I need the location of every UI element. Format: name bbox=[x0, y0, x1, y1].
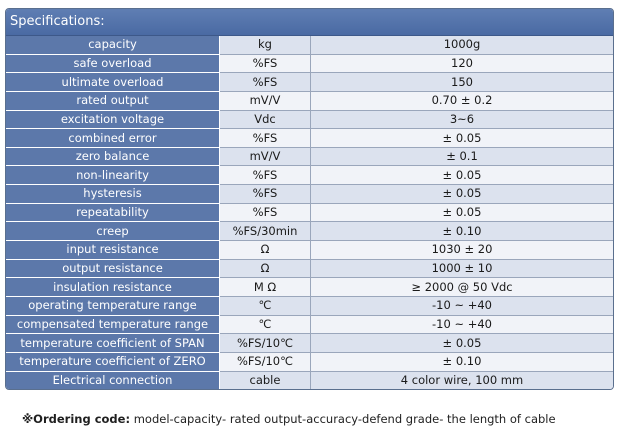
table-row: capacity kg 1000g bbox=[6, 36, 613, 55]
param-cell: input resistance bbox=[6, 240, 220, 260]
table-row: insulation resistance M Ω ≥ 2000 @ 50 Vdc bbox=[6, 277, 613, 297]
unit-cell: mV/V bbox=[219, 91, 311, 111]
table-row: rated output mV/V 0.70 ± 0.2 bbox=[6, 91, 613, 111]
value-cell: ± 0.1 bbox=[310, 147, 613, 167]
value-cell: 4 color wire, 100 mm bbox=[310, 371, 613, 390]
table-row: zero balance mV/V ± 0.1 bbox=[6, 147, 613, 167]
table-row: excitation voltage Vdc 3~6 bbox=[6, 110, 613, 130]
specifications-table: capacity kg 1000g safe overload %FS 120 ultima… bbox=[6, 36, 613, 390]
value-cell: ± 0.05 bbox=[310, 128, 613, 148]
unit-cell: %FS/30min bbox=[219, 221, 311, 242]
table-row: compensated temperature range ℃ -10 ~ +40 bbox=[6, 315, 613, 335]
param-cell: insulation resistance bbox=[6, 277, 220, 297]
value-cell: ± 0.05 bbox=[310, 203, 613, 223]
param-cell: capacity bbox=[6, 36, 220, 55]
unit-cell: ℃ bbox=[219, 315, 311, 335]
table-row: combined error %FS ± 0.05 bbox=[6, 128, 613, 148]
unit-cell: Vdc bbox=[219, 110, 311, 130]
ordering-code-note: ※Ordering code: model-capacity- rated ou… bbox=[22, 412, 556, 426]
specifications-panel: Specifications: capacity kg 1000g safe over… bbox=[5, 8, 614, 391]
param-cell: output resistance bbox=[6, 259, 220, 279]
value-cell: 150 bbox=[310, 72, 613, 92]
unit-cell: %FS bbox=[219, 128, 311, 148]
param-cell: temperature coefficient of ZERO bbox=[6, 352, 220, 372]
unit-cell: %FS/10℃ bbox=[219, 352, 311, 372]
table-row: repeatability %FS ± 0.05 bbox=[6, 203, 613, 223]
table-row: temperature coefficient of ZERO %FS/10℃ ± … bbox=[6, 352, 613, 372]
unit-cell: kg bbox=[219, 36, 311, 55]
param-cell: operating temperature range bbox=[6, 296, 220, 316]
value-cell: ± 0.05 bbox=[310, 333, 613, 353]
value-cell: -10 ~ +40 bbox=[310, 315, 613, 335]
value-cell: 1000g bbox=[310, 36, 613, 55]
value-cell: ± 0.05 bbox=[310, 184, 613, 204]
value-cell: ≥ 2000 @ 50 Vdc bbox=[310, 277, 613, 297]
unit-cell: %FS bbox=[219, 203, 311, 223]
unit-cell: cable bbox=[219, 371, 311, 390]
value-cell: ± 0.10 bbox=[310, 352, 613, 372]
table-row: input resistance Ω 1030 ± 20 bbox=[6, 240, 613, 260]
param-cell: Electrical connection bbox=[6, 371, 220, 390]
value-cell: ± 0.05 bbox=[310, 165, 613, 186]
param-cell: ultimate overload bbox=[6, 72, 220, 92]
param-cell: zero balance bbox=[6, 147, 220, 167]
param-cell: creep bbox=[6, 221, 220, 242]
value-cell: 0.70 ± 0.2 bbox=[310, 91, 613, 111]
specifications-header: Specifications: bbox=[6, 9, 613, 36]
param-cell: excitation voltage bbox=[6, 110, 220, 130]
param-cell: safe overload bbox=[6, 54, 220, 74]
value-cell: 3~6 bbox=[310, 110, 613, 130]
value-cell: ± 0.10 bbox=[310, 221, 613, 242]
unit-cell: %FS bbox=[219, 184, 311, 204]
param-cell: hysteresis bbox=[6, 184, 220, 204]
table-row: ultimate overload %FS 150 bbox=[6, 72, 613, 92]
unit-cell: mV/V bbox=[219, 147, 311, 167]
table-row: temperature coefficient of SPAN %FS/10℃ ± … bbox=[6, 333, 613, 353]
param-cell: compensated temperature range bbox=[6, 315, 220, 335]
param-cell: repeatability bbox=[6, 203, 220, 223]
value-cell: 1030 ± 20 bbox=[310, 240, 613, 260]
table-row: output resistance Ω 1000 ± 10 bbox=[6, 259, 613, 279]
value-cell: 1000 ± 10 bbox=[310, 259, 613, 279]
unit-cell: %FS bbox=[219, 54, 311, 74]
table-row: operating temperature range ℃ -10 ~ +40 bbox=[6, 296, 613, 316]
unit-cell: ℃ bbox=[219, 296, 311, 316]
unit-cell: Ω bbox=[219, 259, 311, 279]
param-cell: temperature coefficient of SPAN bbox=[6, 333, 220, 353]
unit-cell: %FS/10℃ bbox=[219, 333, 311, 353]
ordering-code-label: ※Ordering code: bbox=[22, 412, 131, 426]
value-cell: -10 ~ +40 bbox=[310, 296, 613, 316]
unit-cell: M Ω bbox=[219, 277, 311, 297]
table-row: Electrical connection cable 4 color wire, … bbox=[6, 371, 613, 390]
param-cell: rated output bbox=[6, 91, 220, 111]
table-row: safe overload %FS 120 bbox=[6, 54, 613, 74]
ordering-code-text: model-capacity- rated output-accuracy-de… bbox=[130, 412, 556, 426]
param-cell: combined error bbox=[6, 128, 220, 148]
table-row: hysteresis %FS ± 0.05 bbox=[6, 184, 613, 204]
table-row: non-linearity %FS ± 0.05 bbox=[6, 165, 613, 186]
unit-cell: %FS bbox=[219, 165, 311, 186]
value-cell: 120 bbox=[310, 54, 613, 74]
unit-cell: %FS bbox=[219, 72, 311, 92]
param-cell: non-linearity bbox=[6, 165, 220, 186]
unit-cell: Ω bbox=[219, 240, 311, 260]
table-row: creep %FS/30min ± 0.10 bbox=[6, 221, 613, 242]
